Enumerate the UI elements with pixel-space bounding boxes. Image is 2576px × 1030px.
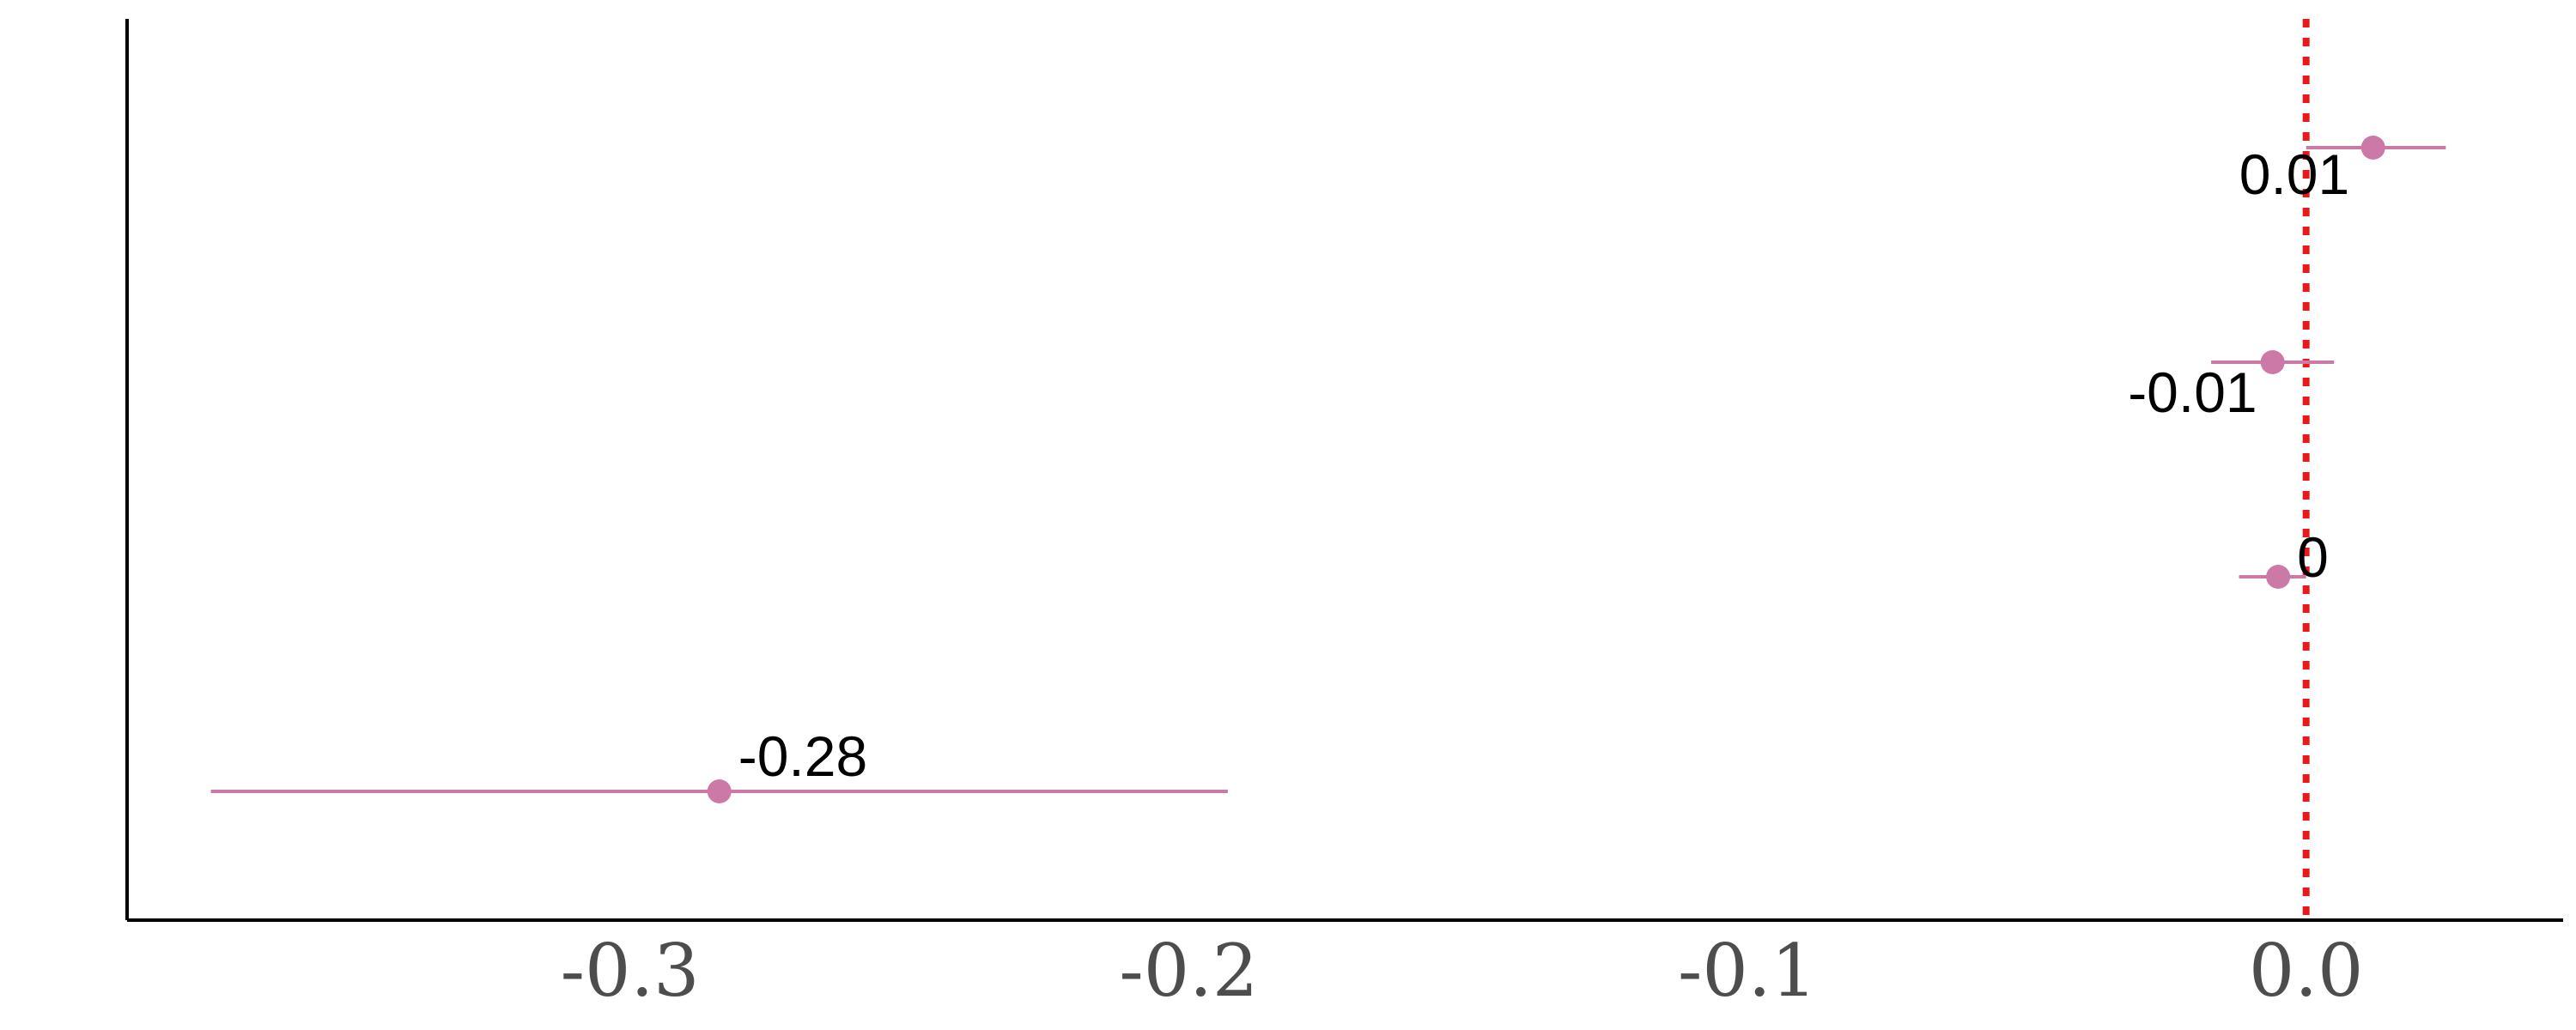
x-tick-labels: -0.3 -0.2 -0.1 0.0 <box>561 929 2364 1013</box>
marks-layer <box>210 136 2446 803</box>
data-labels-layer: 0.01 -0.01 0 -0.28 <box>738 142 2350 788</box>
x-tick-label: -0.1 <box>1678 929 1817 1013</box>
point-estimate-2 <box>2260 350 2285 374</box>
data-label-1: 0.01 <box>2239 142 2349 206</box>
point-estimate-3 <box>2266 565 2291 589</box>
point-estimate-4 <box>707 779 732 803</box>
axes <box>125 19 2563 922</box>
x-tick-label: -0.2 <box>1119 929 1258 1013</box>
data-label-3: 0 <box>2297 525 2329 589</box>
x-tick-label: 0.0 <box>2249 929 2364 1013</box>
data-label-4: -0.28 <box>738 724 867 788</box>
point-estimate-1 <box>2360 136 2385 160</box>
data-label-2: -0.01 <box>2128 360 2257 424</box>
x-tick-label: -0.3 <box>561 929 700 1013</box>
